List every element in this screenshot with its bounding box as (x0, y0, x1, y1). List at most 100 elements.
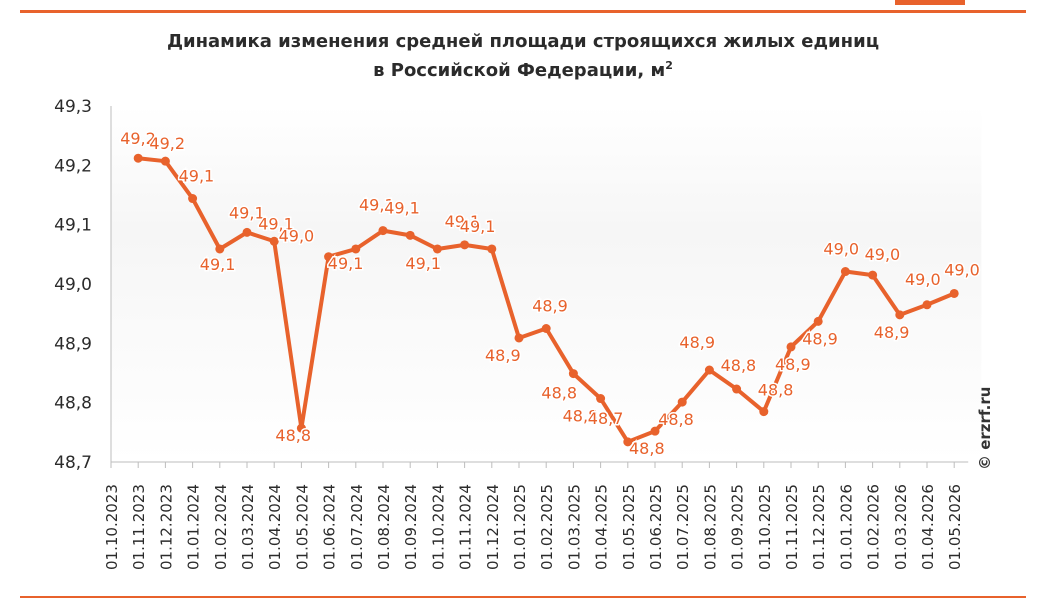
data-point (460, 240, 470, 250)
data-point (378, 226, 388, 236)
x-tick-label: 01.05.2024 (293, 484, 311, 570)
data-point (596, 394, 606, 404)
y-tick-label: 49,0 (54, 275, 92, 295)
y-tick-label: 49,1 (54, 216, 92, 236)
x-tick-label: 01.05.2025 (620, 484, 638, 570)
x-tick-label: 01.08.2025 (701, 484, 719, 570)
x-tick-label: 01.04.2026 (919, 484, 937, 570)
y-tick-label: 48,8 (54, 394, 92, 414)
data-point (432, 244, 442, 254)
data-label: 49,1 (384, 198, 420, 217)
x-tick-label: 01.02.2026 (865, 484, 883, 570)
data-label: 49,0 (823, 240, 859, 259)
data-label: 48,9 (775, 355, 811, 374)
data-point (351, 244, 361, 254)
chart-title-line2-text: в Российской Федерации, м (373, 60, 666, 81)
x-tick-label: 01.01.2026 (837, 484, 855, 570)
data-point (514, 333, 524, 343)
x-tick-label: 01.02.2024 (212, 484, 230, 570)
top-brand-mark (895, 0, 965, 5)
x-tick-label: 01.09.2025 (729, 484, 747, 570)
x-tick-label: 01.07.2024 (348, 484, 366, 570)
data-label: 49,1 (405, 254, 441, 273)
data-point (949, 288, 959, 298)
data-point (677, 397, 687, 407)
data-label: 49,0 (944, 260, 980, 279)
data-point (759, 407, 769, 417)
data-label: 49,1 (445, 212, 481, 231)
data-label: 48,8 (629, 439, 665, 458)
x-tick-label: 01.03.2026 (892, 484, 910, 570)
data-label: 49,0 (865, 245, 901, 264)
chart-title: Динамика изменения средней площади строя… (0, 30, 1046, 83)
y-tick-label: 49,3 (54, 97, 92, 117)
data-label: 48,9 (802, 329, 838, 348)
data-point (188, 194, 198, 204)
x-tick-label: 01.01.2024 (185, 484, 203, 570)
x-tick-label: 01.12.2025 (810, 484, 828, 570)
data-label: 48,8 (563, 407, 599, 426)
data-label: 48,8 (275, 426, 311, 445)
x-tick-label: 01.11.2024 (457, 484, 475, 570)
data-point (813, 316, 823, 326)
data-label: 49,1 (179, 167, 215, 186)
x-tick-label: 01.11.2025 (783, 484, 801, 570)
top-rule (20, 10, 1026, 13)
data-point (133, 153, 143, 163)
x-tick-label: 01.07.2025 (674, 484, 692, 570)
x-tick-label: 01.11.2023 (130, 484, 148, 570)
x-tick-label: 01.02.2025 (538, 484, 556, 570)
x-tick-label: 01.05.2026 (946, 484, 964, 570)
data-point (895, 310, 905, 320)
x-tick-label: 01.12.2023 (157, 484, 175, 570)
x-tick-label: 01.10.2024 (429, 484, 447, 570)
data-point (704, 365, 714, 375)
data-label: 49,1 (229, 203, 265, 222)
data-label: 49,1 (328, 254, 364, 273)
data-label: 48,9 (485, 346, 521, 365)
data-point (405, 230, 415, 240)
data-label: 48,8 (541, 384, 577, 403)
data-point (623, 437, 633, 447)
x-tick-label: 01.08.2024 (375, 484, 393, 570)
y-tick-label: 49,2 (54, 156, 92, 176)
data-label: 48,7 (588, 409, 624, 428)
data-point (786, 342, 796, 352)
x-tick-label: 01.01.2025 (511, 484, 529, 570)
x-tick-label: 01.04.2024 (266, 484, 284, 570)
x-tick-label: 01.09.2024 (402, 484, 420, 570)
data-label: 49,2 (120, 129, 156, 148)
data-label: 48,8 (721, 356, 757, 375)
data-label: 49,1 (460, 217, 496, 236)
data-point (650, 426, 660, 436)
x-tick-label: 01.03.2024 (239, 484, 257, 570)
chart-title-line1: Динамика изменения средней площади строя… (166, 31, 880, 52)
data-label: 48,8 (758, 381, 794, 400)
x-tick-label: 01.06.2025 (647, 484, 665, 570)
x-tick-label: 01.04.2025 (593, 484, 611, 570)
data-point (269, 236, 279, 246)
bottom-rule (20, 596, 1026, 598)
data-label: 49,1 (200, 255, 236, 274)
data-point (922, 300, 932, 310)
data-point (568, 369, 578, 379)
data-point (324, 252, 334, 262)
data-point (487, 244, 497, 254)
data-point (541, 324, 551, 333)
chart-title-line2: в Российской Федерации, м2 (0, 54, 1046, 83)
data-point (296, 423, 306, 433)
data-label: 48,9 (874, 323, 910, 342)
data-label: 49,1 (359, 196, 395, 215)
data-label: 49,0 (905, 270, 941, 289)
data-label: 49,1 (258, 214, 294, 233)
plot-area (111, 106, 982, 462)
data-point (242, 227, 252, 237)
x-tick-label: 01.03.2025 (565, 484, 583, 570)
y-tick-label: 48,7 (54, 453, 92, 473)
data-label: 49,0 (279, 227, 315, 246)
data-point (215, 244, 225, 254)
y-tick-label: 48,9 (54, 334, 92, 354)
x-tick-label: 01.10.2023 (103, 484, 121, 570)
data-label: 49,2 (149, 134, 185, 153)
